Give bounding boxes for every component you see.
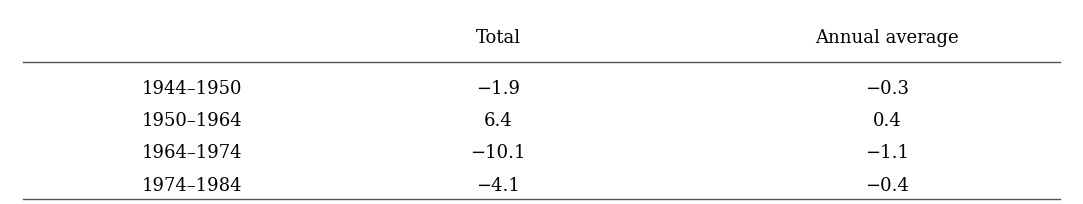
- Text: Total: Total: [475, 29, 521, 47]
- Text: 6.4: 6.4: [484, 112, 512, 130]
- Text: Annual average: Annual average: [815, 29, 958, 47]
- Text: −10.1: −10.1: [470, 144, 526, 162]
- Text: −1.1: −1.1: [865, 144, 909, 162]
- Text: −4.1: −4.1: [477, 176, 520, 194]
- Text: −0.3: −0.3: [865, 80, 909, 98]
- Text: 1950–1964: 1950–1964: [142, 112, 243, 130]
- Text: 1974–1984: 1974–1984: [142, 176, 243, 194]
- Text: 1944–1950: 1944–1950: [142, 80, 243, 98]
- Text: −1.9: −1.9: [477, 80, 520, 98]
- Text: 0.4: 0.4: [873, 112, 901, 130]
- Text: 1964–1974: 1964–1974: [142, 144, 243, 162]
- Text: −0.4: −0.4: [865, 176, 909, 194]
